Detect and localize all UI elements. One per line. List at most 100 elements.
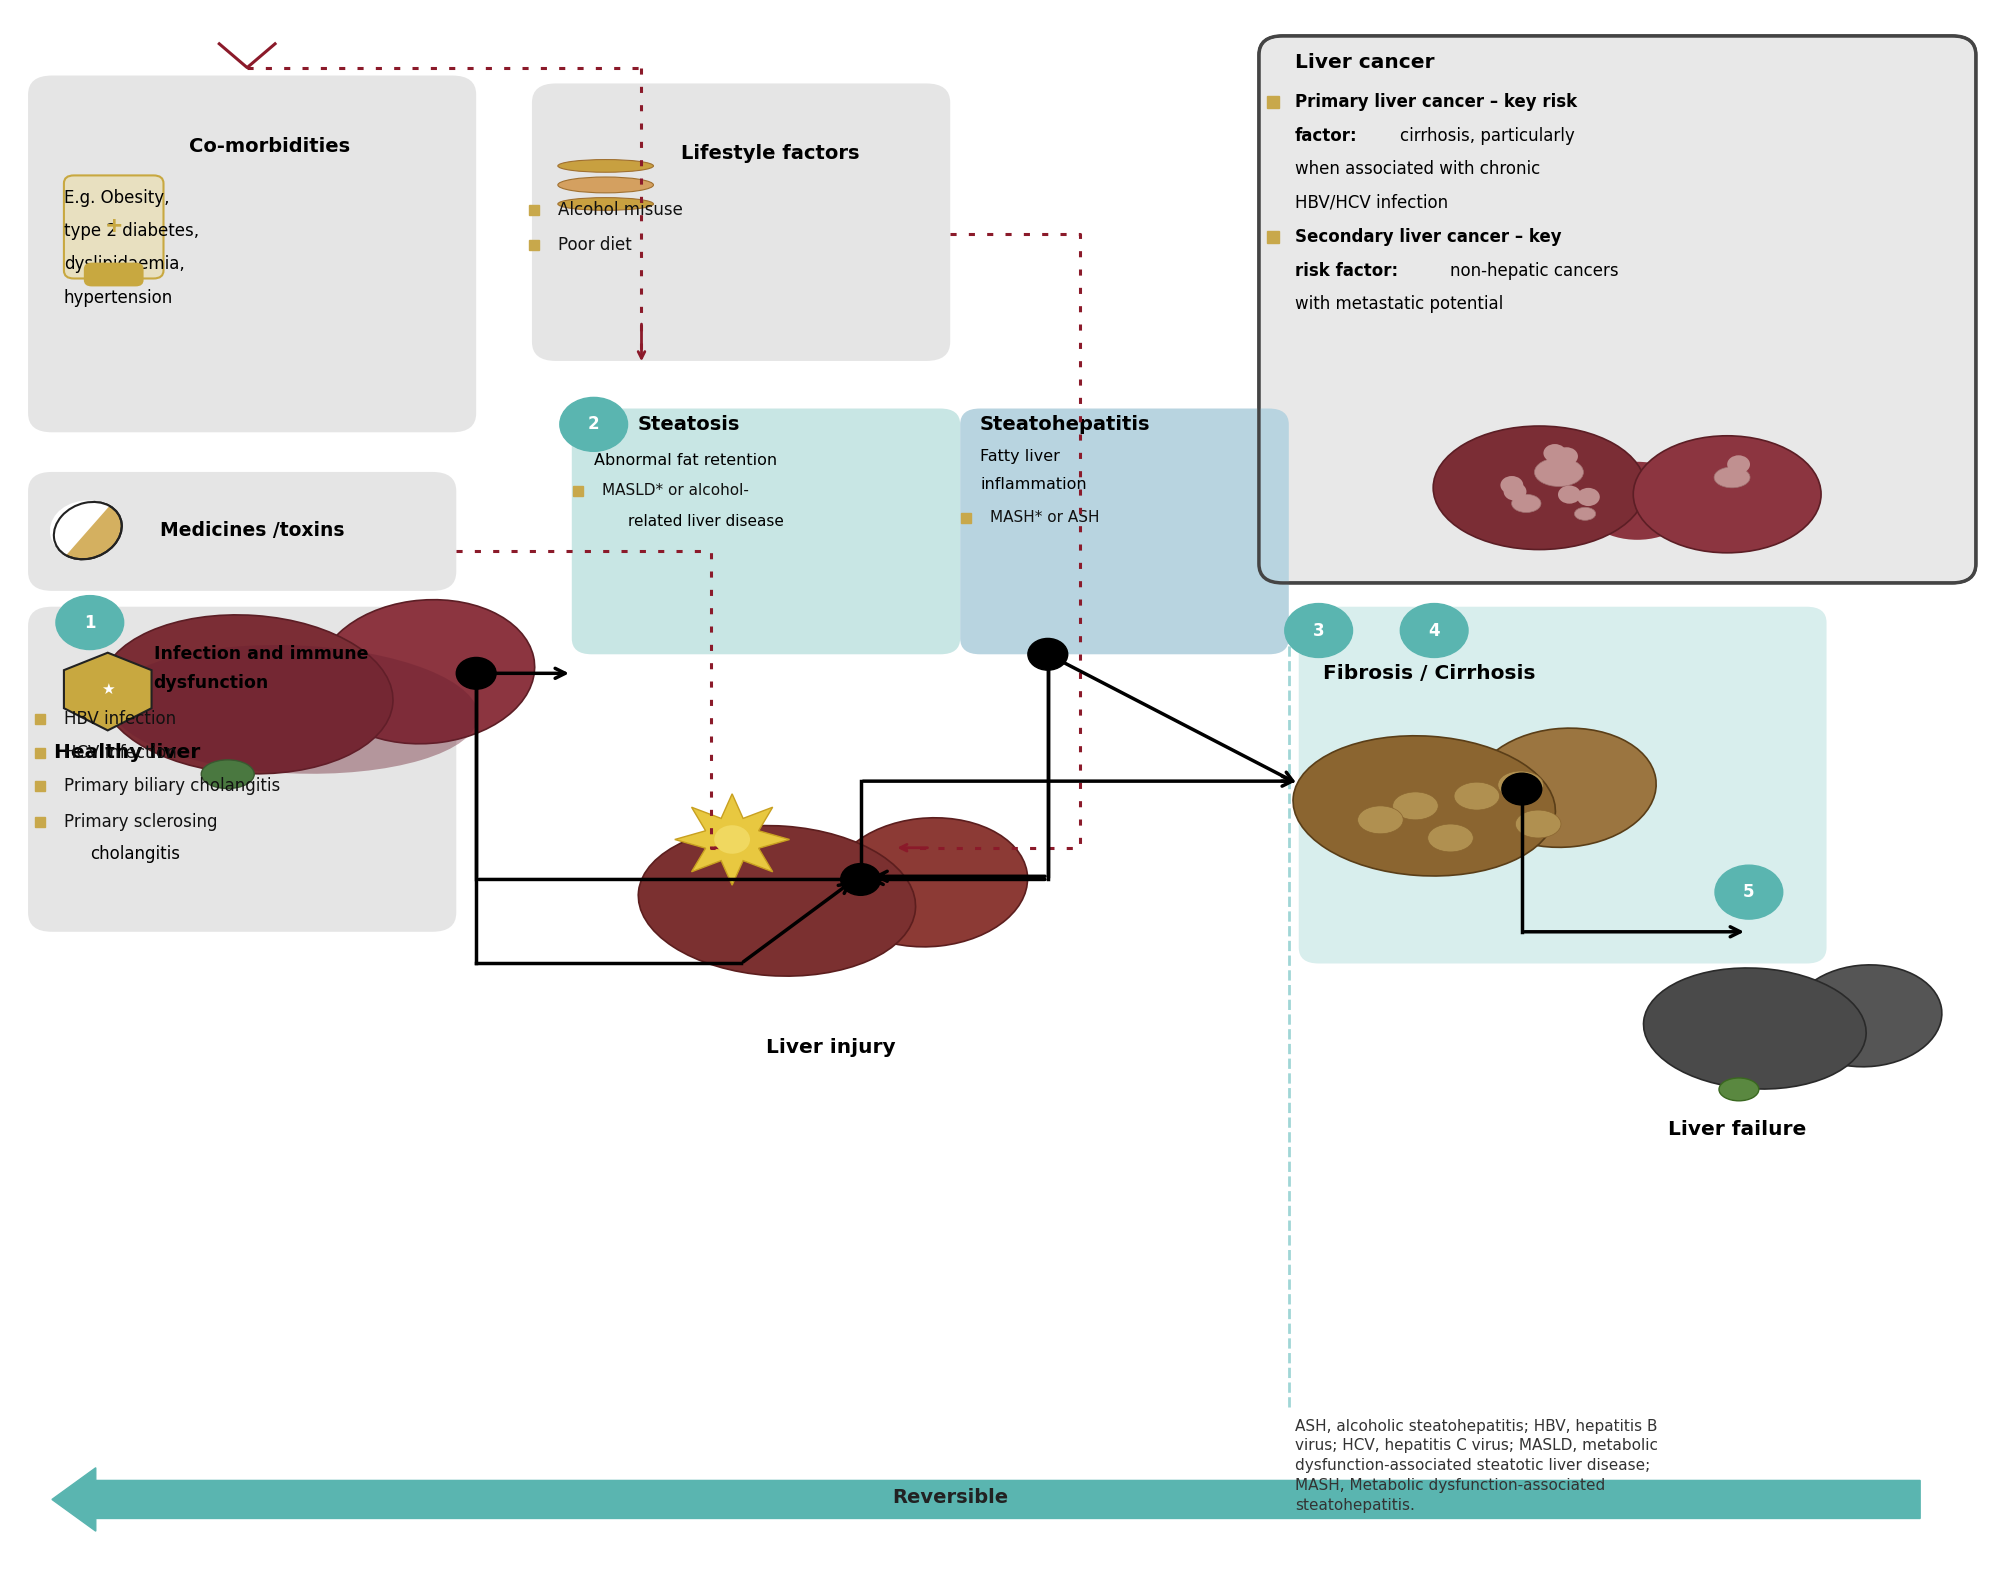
Text: HBV/HCV infection: HBV/HCV infection (1294, 193, 1448, 212)
Ellipse shape (1428, 824, 1474, 851)
Ellipse shape (1358, 807, 1404, 834)
Circle shape (1028, 639, 1068, 669)
Circle shape (1400, 604, 1468, 657)
Text: HCV infection: HCV infection (64, 744, 176, 762)
Text: risk factor:: risk factor: (1294, 261, 1398, 279)
Text: 5: 5 (1744, 883, 1754, 901)
FancyBboxPatch shape (532, 83, 950, 360)
Circle shape (1728, 456, 1750, 473)
Text: 1: 1 (84, 614, 96, 631)
Circle shape (56, 596, 124, 649)
Ellipse shape (1472, 728, 1656, 848)
Circle shape (1502, 773, 1542, 805)
Ellipse shape (1498, 771, 1544, 799)
Text: non-hepatic cancers: non-hepatic cancers (1450, 261, 1618, 279)
Ellipse shape (1580, 462, 1694, 540)
Text: Co-morbidities: Co-morbidities (190, 137, 350, 156)
Text: Liver failure: Liver failure (1668, 1121, 1806, 1140)
Text: HBV infection: HBV infection (64, 711, 176, 728)
FancyBboxPatch shape (960, 408, 1288, 654)
Text: Poor diet: Poor diet (558, 236, 632, 253)
FancyBboxPatch shape (572, 408, 960, 654)
FancyBboxPatch shape (28, 607, 456, 932)
Circle shape (1556, 448, 1578, 465)
Text: Lifestyle factors: Lifestyle factors (682, 143, 860, 163)
Text: hypertension: hypertension (64, 289, 174, 306)
Ellipse shape (100, 615, 392, 773)
Circle shape (1500, 477, 1524, 494)
Ellipse shape (54, 502, 122, 559)
Text: Primary liver cancer – key risk: Primary liver cancer – key risk (1294, 94, 1576, 112)
Ellipse shape (1634, 435, 1822, 553)
Circle shape (1576, 488, 1600, 505)
Text: Infection and immune: Infection and immune (154, 646, 368, 663)
Text: Fatty liver: Fatty liver (980, 448, 1060, 464)
Ellipse shape (1294, 736, 1556, 877)
Ellipse shape (638, 826, 916, 976)
Text: Liver cancer: Liver cancer (1294, 53, 1434, 72)
Text: +: + (104, 217, 124, 236)
FancyBboxPatch shape (28, 472, 456, 591)
Text: cholangitis: cholangitis (90, 845, 180, 862)
Text: factor:: factor: (1294, 128, 1358, 145)
Ellipse shape (1574, 507, 1596, 520)
Text: Secondary liver cancer – key: Secondary liver cancer – key (1294, 228, 1562, 245)
Text: Alcohol misuse: Alcohol misuse (558, 201, 682, 220)
Text: Abnormal fat retention: Abnormal fat retention (594, 453, 776, 469)
Ellipse shape (1512, 494, 1540, 513)
Ellipse shape (558, 177, 654, 193)
FancyBboxPatch shape (84, 263, 144, 287)
Text: 2: 2 (588, 416, 600, 434)
Ellipse shape (1434, 426, 1646, 550)
Circle shape (714, 826, 750, 854)
Polygon shape (64, 652, 152, 730)
Text: 4: 4 (1428, 622, 1440, 639)
Circle shape (560, 397, 628, 451)
Text: Liver injury: Liver injury (766, 1038, 896, 1057)
Circle shape (840, 864, 880, 896)
Ellipse shape (318, 599, 534, 744)
Circle shape (1558, 486, 1580, 504)
Ellipse shape (1790, 964, 1942, 1066)
Text: dyslipidaemia,: dyslipidaemia, (64, 255, 184, 273)
Text: MASH* or ASH: MASH* or ASH (990, 510, 1100, 526)
Ellipse shape (558, 159, 654, 172)
FancyBboxPatch shape (1298, 607, 1826, 963)
Ellipse shape (1714, 467, 1750, 488)
Text: ★: ★ (100, 682, 114, 697)
Wedge shape (50, 501, 110, 555)
Text: inflammation: inflammation (980, 477, 1086, 493)
Text: Reversible: Reversible (892, 1489, 1008, 1508)
Ellipse shape (1644, 968, 1866, 1089)
Text: Steatohepatitis: Steatohepatitis (980, 414, 1150, 434)
Ellipse shape (202, 760, 254, 789)
Text: cirrhosis, particularly: cirrhosis, particularly (1400, 128, 1576, 145)
Text: E.g. Obesity,: E.g. Obesity, (64, 188, 170, 207)
FancyBboxPatch shape (64, 175, 164, 279)
Text: with metastatic potential: with metastatic potential (1294, 295, 1504, 312)
Text: Steatosis: Steatosis (638, 414, 740, 434)
Text: MASLD* or alcohol-: MASLD* or alcohol- (602, 483, 748, 499)
FancyArrow shape (52, 1468, 1920, 1532)
Circle shape (1504, 483, 1526, 501)
Ellipse shape (1534, 457, 1584, 486)
Ellipse shape (1718, 1078, 1758, 1101)
Circle shape (456, 657, 496, 689)
FancyBboxPatch shape (1258, 37, 1976, 583)
Text: Fibrosis / Cirrhosis: Fibrosis / Cirrhosis (1322, 663, 1536, 682)
Text: when associated with chronic: when associated with chronic (1294, 159, 1540, 179)
Text: 3: 3 (1312, 622, 1324, 639)
FancyBboxPatch shape (28, 75, 476, 432)
Ellipse shape (110, 646, 478, 773)
Text: Healthy liver: Healthy liver (54, 743, 200, 762)
Text: Primary sclerosing: Primary sclerosing (64, 813, 218, 832)
Ellipse shape (1392, 792, 1438, 819)
Ellipse shape (1454, 783, 1500, 810)
Circle shape (1544, 445, 1566, 462)
Circle shape (1284, 604, 1352, 657)
Text: Medicines /toxins: Medicines /toxins (160, 521, 344, 540)
Text: dysfunction: dysfunction (154, 674, 268, 692)
Ellipse shape (558, 198, 654, 210)
Ellipse shape (832, 818, 1028, 947)
Text: type 2 diabetes,: type 2 diabetes, (64, 222, 200, 241)
